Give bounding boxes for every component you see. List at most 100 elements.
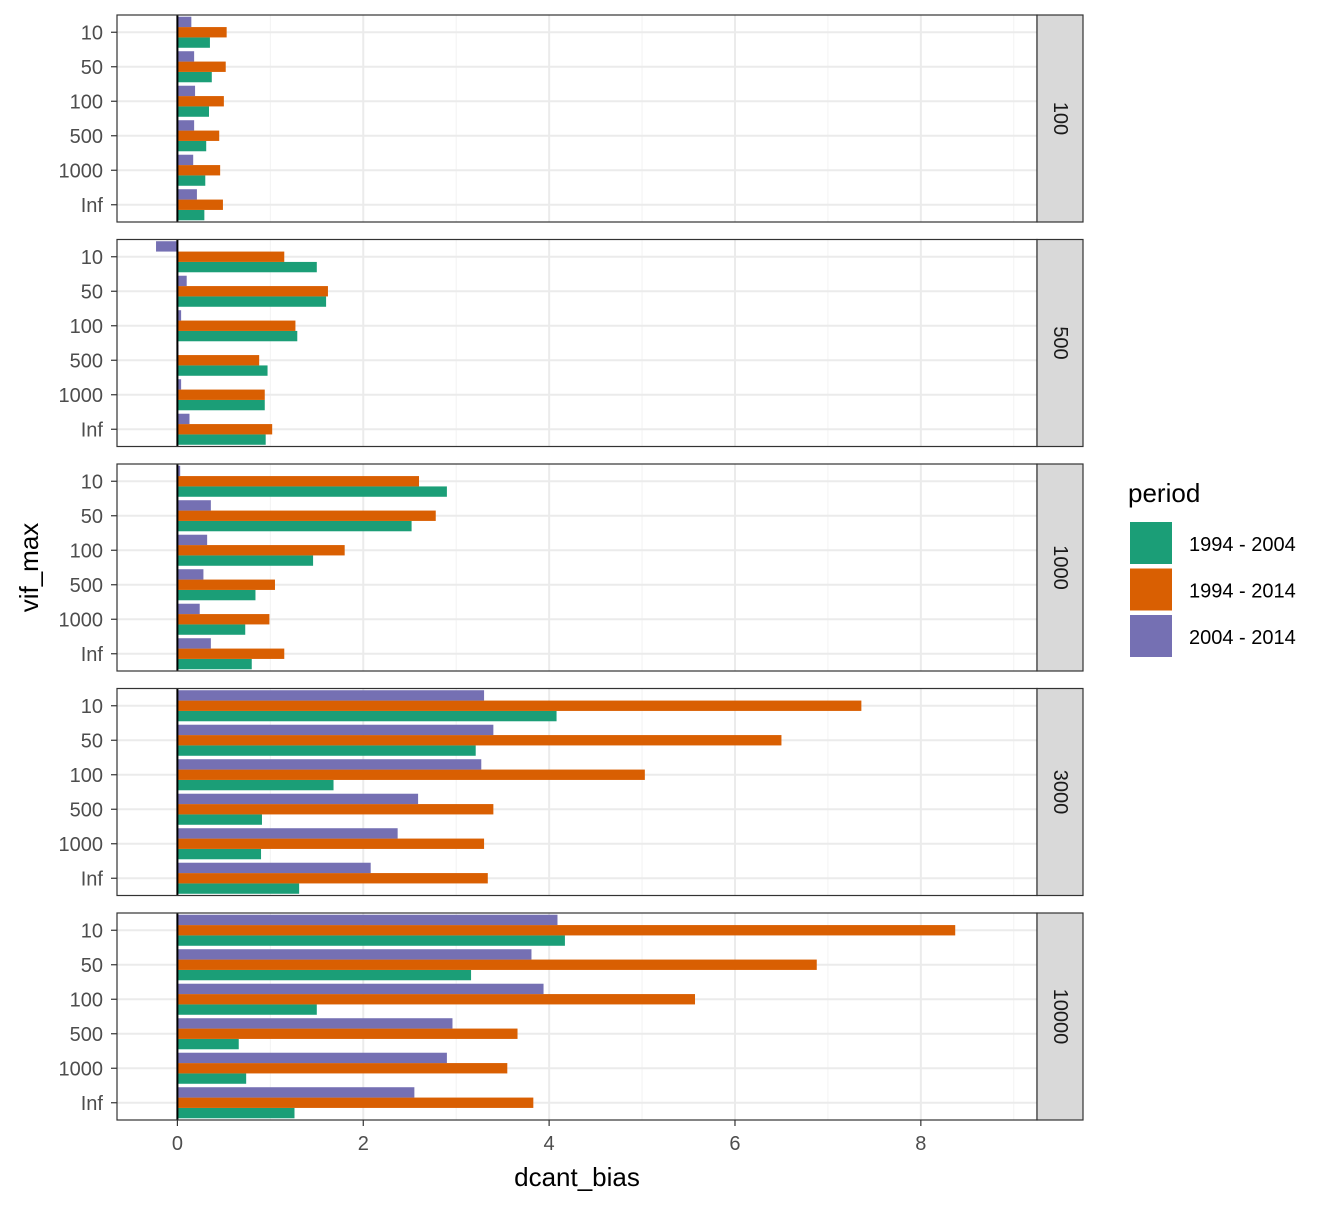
bar (177, 165, 221, 176)
bar (177, 85, 196, 97)
bar (177, 520, 412, 532)
bar (177, 424, 273, 435)
facet-panel-500: 10 50 100 500 1000 Inf 500 (59, 238, 1084, 448)
y-tick-label: 1000 (59, 609, 104, 631)
bar (177, 1087, 415, 1098)
x-axis: 0 2 4 6 8 (172, 1120, 926, 1155)
x-tick-label: 8 (915, 1133, 926, 1155)
y-tick-label: 500 (70, 799, 103, 821)
y-tick-label: 50 (81, 506, 103, 528)
facet-strip (1036, 912, 1084, 1121)
bar (177, 1038, 239, 1050)
x-tick-label: 6 (729, 1133, 740, 1155)
x-tick-label: 2 (358, 1133, 369, 1155)
bar (177, 1063, 508, 1074)
bar (177, 1004, 317, 1015)
bar (177, 638, 211, 649)
y-tick-label: 10 (81, 920, 103, 942)
bar (177, 862, 371, 874)
y-tick-label: 10 (81, 696, 103, 718)
bar (177, 793, 419, 805)
y-axis-title: vif_max (14, 523, 44, 613)
bar (177, 175, 206, 186)
facet-strip-label: 10000 (1049, 989, 1071, 1045)
y-tick-label: 50 (81, 57, 103, 79)
legend-title: period (1128, 478, 1200, 508)
legend-label: 1994 - 2014 (1189, 581, 1296, 603)
y-tick-label: 100 (70, 91, 103, 113)
y-tick-label: 1000 (59, 1058, 104, 1080)
x-axis-title: dcant_bias (514, 1162, 640, 1192)
bar (177, 71, 212, 83)
y-tick-label: 500 (70, 126, 103, 148)
bar (177, 486, 447, 497)
bar (177, 710, 557, 722)
bar (177, 379, 182, 390)
y-tick-label: 10 (81, 471, 103, 493)
bar (177, 209, 205, 221)
facet-panel-100: 10 50 100 500 1000 Inf 100 (59, 14, 1084, 223)
bar (177, 690, 485, 701)
bar (177, 310, 182, 321)
bar (177, 873, 488, 884)
bar (177, 510, 436, 521)
bar (177, 189, 197, 200)
y-tick-label: 100 (70, 989, 103, 1011)
facet-panel-3000: 10 50 100 500 1000 Inf 3000 (59, 687, 1084, 897)
bar (177, 16, 192, 28)
y-tick-label: 500 (70, 575, 103, 597)
chart-panels: 10 50 100 500 1000 Inf 100 10 50 100 500 1000 Inf 500… (59, 14, 1084, 1121)
bar (177, 589, 256, 601)
bar (177, 320, 296, 331)
bar (177, 569, 204, 580)
bar (177, 399, 265, 411)
bar (177, 1107, 295, 1119)
bar (177, 828, 398, 839)
y-tick-label: 10 (81, 22, 103, 44)
x-tick-label: 4 (544, 1133, 555, 1155)
legend-key (1130, 568, 1172, 611)
bar (177, 925, 956, 936)
y-tick-label: 500 (70, 350, 103, 372)
bar (177, 769, 645, 780)
bar (177, 330, 298, 342)
bar (177, 261, 317, 273)
facet-strip (1036, 14, 1084, 223)
bar (177, 96, 224, 107)
bar (177, 140, 207, 152)
facet-panel-1000: 10 50 100 500 1000 Inf 1000 (59, 463, 1084, 672)
y-tick-label: 1000 (59, 834, 104, 856)
bar (177, 154, 194, 166)
bar (177, 779, 334, 791)
bar (177, 1073, 247, 1084)
y-tick-label: 50 (81, 730, 103, 752)
bar (177, 914, 558, 926)
bar (177, 286, 328, 297)
bar (177, 648, 285, 659)
facet-strip (1036, 463, 1084, 672)
bar (177, 365, 268, 376)
y-tick-label: 500 (70, 1024, 103, 1046)
facet-strip-label: 1000 (1049, 545, 1071, 590)
bar (177, 883, 300, 894)
y-tick-label: 1000 (59, 160, 104, 182)
y-tick-label: Inf (81, 1093, 104, 1115)
bar (177, 413, 190, 425)
y-tick-label: 1000 (59, 385, 104, 407)
bar (177, 745, 476, 756)
facet-strip-label: 500 (1049, 326, 1071, 359)
y-tick-label: 100 (70, 540, 103, 562)
bar (177, 983, 544, 995)
bar (177, 1052, 447, 1064)
bar (177, 355, 260, 366)
bar (177, 724, 494, 736)
y-tick-label: Inf (81, 419, 104, 441)
y-tick-label: Inf (81, 644, 104, 666)
bar (177, 120, 195, 131)
bar (177, 658, 252, 670)
bar (177, 251, 285, 262)
bar (177, 735, 782, 746)
bar (177, 759, 482, 770)
y-tick-label: Inf (81, 195, 104, 217)
bar (177, 700, 862, 711)
